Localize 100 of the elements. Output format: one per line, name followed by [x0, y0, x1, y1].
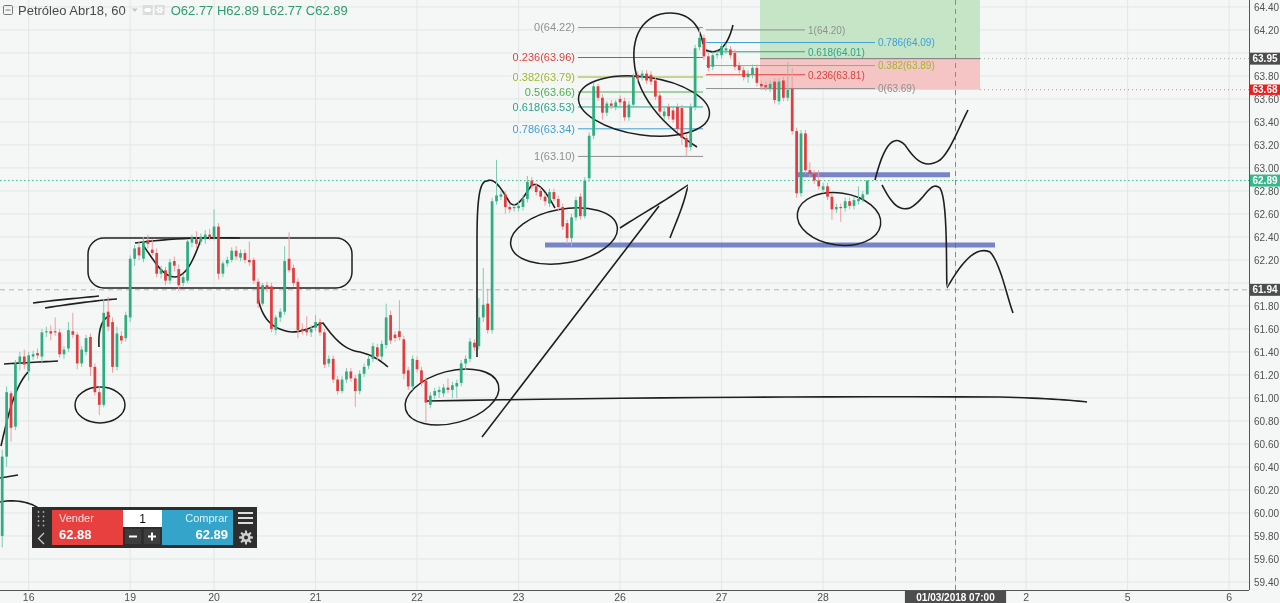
x-tick-label: 2 — [1023, 591, 1030, 603]
candlestick — [336, 375, 339, 395]
candlestick — [711, 51, 715, 71]
candlestick — [786, 61, 790, 102]
y-tick-label: 62.40 — [1254, 231, 1280, 243]
y-tick-label: 60.40 — [1254, 461, 1280, 473]
candlestick — [684, 134, 688, 157]
candlestick — [80, 345, 84, 368]
candlestick — [601, 93, 604, 121]
candlestick — [570, 213, 573, 247]
candlestick — [459, 359, 463, 387]
ref-line-label: 1(63.10) — [534, 150, 575, 163]
ref-line-label: 63.95 — [1252, 53, 1278, 65]
y-tick-label: 63.20 — [1254, 139, 1280, 151]
x-tick-label: 27 — [715, 591, 728, 603]
ref-line-label: 62.89 — [1252, 175, 1278, 187]
candlestick — [358, 369, 362, 395]
y-tick-label: 60.00 — [1254, 507, 1280, 519]
candlestick — [305, 315, 309, 337]
ref-line-label: 0.382(63.79) — [512, 70, 575, 83]
candlestick — [31, 350, 35, 361]
candlestick — [124, 311, 128, 343]
y-tick-label: 61.40 — [1254, 346, 1280, 358]
ref-line-label: 0.236(63.96) — [512, 51, 575, 64]
candlestick — [71, 312, 75, 339]
band-label: 63.68 — [1252, 84, 1278, 96]
candlestick — [481, 267, 485, 323]
ref-line-label: 0(64.22) — [534, 21, 575, 34]
candlestick — [58, 328, 61, 359]
candlestick — [398, 299, 401, 341]
x-tick-label: 21 — [309, 591, 322, 603]
candlestick — [768, 80, 772, 93]
annotation: 1 — [139, 512, 147, 526]
candlestick — [724, 43, 728, 55]
candlestick — [623, 97, 626, 122]
ref-line-label: 1(64.20) — [808, 24, 846, 36]
candlestick — [133, 244, 136, 267]
annotation: 62.88 — [59, 527, 92, 542]
candlestick — [495, 159, 498, 206]
candlestick — [733, 48, 737, 71]
x-tick-label: 16 — [22, 591, 35, 603]
candlestick — [817, 169, 821, 191]
candlestick — [256, 277, 260, 309]
candlestick — [808, 161, 812, 178]
candlestick — [773, 77, 776, 105]
chart-subtitle: O62.77 H62.89 L62.77 C62.89 — [170, 3, 348, 18]
candlestick — [499, 190, 503, 201]
candlestick — [503, 190, 507, 215]
x-tick-label: 23 — [512, 591, 525, 603]
candlestick — [331, 354, 335, 384]
candlestick — [274, 314, 278, 336]
candlestick — [706, 52, 710, 72]
candlestick — [526, 175, 529, 203]
ref-line-label: 61.94 — [1252, 284, 1278, 296]
candlestick — [44, 326, 48, 338]
y-tick-label: 64.40 — [1254, 1, 1280, 13]
candlestick — [548, 188, 551, 208]
y-tick-label: 62.20 — [1254, 254, 1280, 266]
candlestick — [252, 257, 256, 285]
candlestick — [857, 185, 860, 206]
candlestick — [309, 324, 313, 338]
candlestick — [164, 266, 167, 286]
ref-line-label: 0(63.69) — [878, 83, 916, 95]
ref-line-label: 0.786(63.34) — [512, 122, 575, 135]
y-tick-label: 59.40 — [1254, 576, 1280, 588]
annotation: Vender — [59, 512, 95, 524]
candlestick — [142, 236, 145, 263]
y-tick-label: 60.60 — [1254, 438, 1280, 450]
candlestick — [420, 366, 423, 387]
y-tick-label: 59.80 — [1254, 530, 1280, 542]
candlestick — [155, 247, 159, 278]
ref-line-label: 0.382(63.89) — [878, 60, 935, 72]
candlestick — [177, 264, 181, 292]
candlestick — [782, 76, 785, 102]
candlestick — [839, 203, 843, 223]
x-tick-label: 6 — [1226, 591, 1233, 603]
y-tick-label: 60.80 — [1254, 415, 1280, 427]
y-tick-label: 61.80 — [1254, 300, 1280, 312]
candlestick — [261, 282, 264, 307]
y-tick-label: 63.80 — [1254, 70, 1280, 82]
candlestick — [97, 385, 101, 416]
y-tick-label: 62.80 — [1254, 185, 1280, 197]
annotation: Comprar — [185, 512, 229, 524]
candlestick — [67, 321, 70, 353]
candlestick — [406, 366, 410, 391]
y-tick-label: 61.60 — [1254, 323, 1280, 335]
candlestick — [349, 367, 353, 383]
ref-line-label: 0.236(63.81) — [808, 69, 865, 81]
candlestick — [53, 316, 57, 337]
candlestick — [676, 103, 679, 133]
candlestick — [292, 264, 295, 287]
candlestick — [36, 347, 39, 360]
candlestick — [380, 339, 384, 361]
y-tick-label: 61.20 — [1254, 369, 1280, 381]
candlestick — [22, 349, 26, 370]
y-tick-label: 62.60 — [1254, 208, 1280, 220]
x-tick-label: 20 — [208, 591, 221, 603]
candlestick — [353, 374, 357, 408]
ref-line-label: 0.618(63.53) — [512, 100, 575, 113]
x-tick-label: 22 — [411, 591, 424, 603]
